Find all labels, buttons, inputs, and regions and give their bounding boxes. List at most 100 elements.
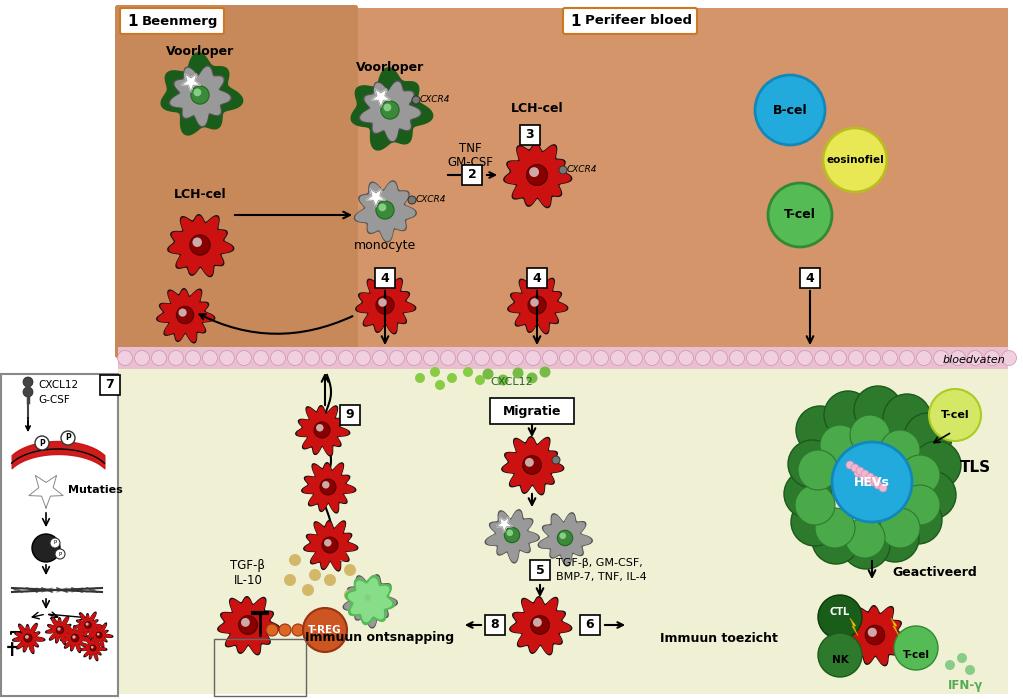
Circle shape bbox=[190, 235, 210, 255]
Circle shape bbox=[362, 592, 377, 607]
Circle shape bbox=[85, 621, 91, 628]
Circle shape bbox=[644, 350, 660, 366]
Circle shape bbox=[333, 549, 346, 561]
Circle shape bbox=[871, 514, 919, 562]
Text: 4: 4 bbox=[806, 271, 814, 284]
Circle shape bbox=[880, 508, 920, 548]
Circle shape bbox=[984, 350, 999, 366]
Circle shape bbox=[91, 646, 93, 649]
Polygon shape bbox=[845, 607, 906, 664]
Polygon shape bbox=[354, 181, 416, 242]
Text: T-cel: T-cel bbox=[941, 410, 970, 420]
Circle shape bbox=[832, 442, 911, 522]
Circle shape bbox=[35, 436, 49, 450]
Circle shape bbox=[475, 375, 485, 385]
Text: LCH-cel: LCH-cel bbox=[174, 189, 226, 201]
Polygon shape bbox=[303, 464, 354, 512]
Text: TGF-β, GM-CSF,: TGF-β, GM-CSF, bbox=[555, 558, 642, 568]
Polygon shape bbox=[305, 522, 356, 570]
Circle shape bbox=[900, 455, 940, 495]
Text: Immuun ontsnapping: Immuun ontsnapping bbox=[306, 631, 454, 644]
Circle shape bbox=[236, 350, 252, 366]
Circle shape bbox=[768, 183, 832, 247]
Text: CXCL12: CXCL12 bbox=[490, 377, 533, 387]
Polygon shape bbox=[351, 68, 433, 150]
Circle shape bbox=[61, 431, 75, 445]
Text: CXCR4: CXCR4 bbox=[416, 196, 446, 205]
Circle shape bbox=[533, 618, 542, 627]
Circle shape bbox=[865, 350, 881, 366]
Circle shape bbox=[558, 531, 573, 546]
Circle shape bbox=[874, 481, 882, 489]
Circle shape bbox=[950, 350, 966, 366]
Circle shape bbox=[851, 464, 859, 472]
Polygon shape bbox=[162, 53, 242, 135]
Text: Migratie: Migratie bbox=[502, 405, 562, 417]
Circle shape bbox=[871, 476, 879, 484]
Text: 2: 2 bbox=[468, 168, 477, 182]
Circle shape bbox=[497, 375, 508, 386]
Polygon shape bbox=[344, 575, 397, 628]
Circle shape bbox=[319, 539, 331, 551]
FancyBboxPatch shape bbox=[115, 5, 358, 358]
Text: T-REG: T-REG bbox=[308, 625, 342, 635]
Text: P: P bbox=[58, 552, 61, 556]
Circle shape bbox=[238, 616, 258, 635]
Circle shape bbox=[894, 496, 942, 544]
Circle shape bbox=[795, 485, 835, 525]
Circle shape bbox=[678, 350, 694, 366]
Text: P: P bbox=[65, 433, 71, 442]
Text: ✝: ✝ bbox=[4, 640, 20, 659]
Circle shape bbox=[322, 481, 329, 489]
Polygon shape bbox=[168, 215, 233, 277]
Polygon shape bbox=[14, 625, 43, 652]
Polygon shape bbox=[171, 67, 230, 125]
Polygon shape bbox=[82, 637, 105, 659]
Circle shape bbox=[118, 350, 133, 366]
Circle shape bbox=[552, 456, 560, 464]
Circle shape bbox=[344, 589, 356, 601]
Polygon shape bbox=[29, 475, 63, 508]
Circle shape bbox=[560, 533, 566, 539]
Text: CXCR4: CXCR4 bbox=[420, 96, 450, 104]
Circle shape bbox=[169, 350, 183, 366]
Polygon shape bbox=[496, 517, 513, 533]
Circle shape bbox=[185, 350, 201, 366]
Circle shape bbox=[134, 350, 149, 366]
Bar bbox=[118, 369, 1008, 694]
Circle shape bbox=[815, 508, 855, 548]
Circle shape bbox=[968, 350, 982, 366]
Polygon shape bbox=[356, 182, 414, 240]
Circle shape bbox=[339, 350, 354, 366]
FancyBboxPatch shape bbox=[462, 165, 482, 185]
Circle shape bbox=[791, 498, 839, 546]
Text: IFN-γ: IFN-γ bbox=[947, 679, 982, 691]
Circle shape bbox=[865, 626, 885, 644]
Circle shape bbox=[57, 627, 60, 630]
Text: NK: NK bbox=[832, 655, 848, 665]
Text: 4: 4 bbox=[533, 271, 541, 284]
Circle shape bbox=[287, 350, 303, 366]
Circle shape bbox=[593, 350, 609, 366]
Text: G-CSF: G-CSF bbox=[38, 395, 70, 405]
Circle shape bbox=[25, 635, 29, 639]
Circle shape bbox=[883, 394, 931, 442]
Polygon shape bbox=[485, 510, 539, 563]
Polygon shape bbox=[345, 576, 396, 626]
Circle shape bbox=[934, 350, 948, 366]
Text: Voorloper: Voorloper bbox=[356, 61, 425, 73]
Text: IL-10: IL-10 bbox=[233, 573, 263, 586]
Polygon shape bbox=[356, 278, 415, 334]
Circle shape bbox=[457, 350, 473, 366]
Circle shape bbox=[798, 350, 812, 366]
Polygon shape bbox=[159, 290, 213, 341]
Circle shape bbox=[842, 521, 890, 569]
Circle shape bbox=[430, 367, 440, 377]
FancyBboxPatch shape bbox=[520, 125, 540, 145]
Circle shape bbox=[292, 624, 304, 636]
Text: CXCL12: CXCL12 bbox=[38, 380, 78, 390]
Text: 8: 8 bbox=[491, 619, 499, 631]
Polygon shape bbox=[76, 614, 101, 637]
Text: 1: 1 bbox=[127, 13, 137, 29]
Circle shape bbox=[320, 479, 336, 495]
